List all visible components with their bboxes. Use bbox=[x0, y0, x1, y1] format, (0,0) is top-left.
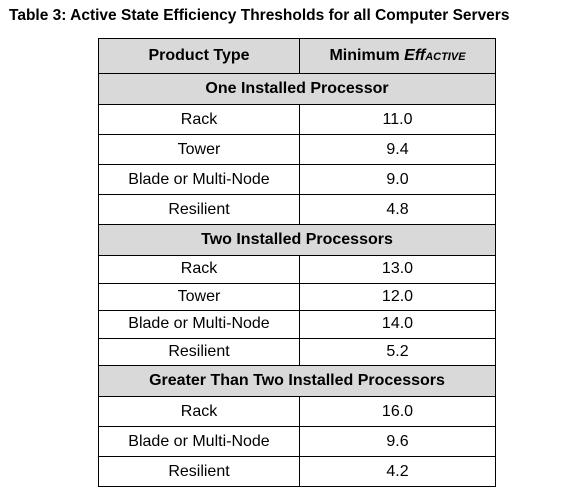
threshold-value-cell: 11.0 bbox=[299, 104, 496, 135]
table-row: Blade or Multi-Node 9.6 bbox=[98, 426, 496, 457]
efficiency-thresholds-table: Product Type Minimum EffACTIVE One Insta… bbox=[98, 38, 496, 487]
table-row: Resilient 4.2 bbox=[98, 456, 496, 487]
table-row: Rack 11.0 bbox=[98, 104, 496, 135]
section-row-two-processors: Two Installed Processors bbox=[98, 224, 496, 256]
section-title: Greater Than Two Installed Processors bbox=[98, 365, 496, 397]
table-row: Tower 9.4 bbox=[98, 134, 496, 165]
threshold-value-cell: 5.2 bbox=[299, 337, 496, 366]
threshold-value-cell: 14.0 bbox=[299, 310, 496, 339]
header-minimum-eff-active: Minimum EffACTIVE bbox=[299, 38, 496, 74]
table-row: Blade or Multi-Node 14.0 bbox=[98, 310, 496, 339]
threshold-value-cell: 9.4 bbox=[299, 134, 496, 165]
table-row: Resilient 5.2 bbox=[98, 337, 496, 366]
header-row: Product Type Minimum EffACTIVE bbox=[98, 38, 496, 74]
header-product-type: Product Type bbox=[98, 38, 300, 74]
table-row: Blade or Multi-Node 9.0 bbox=[98, 164, 496, 195]
threshold-value-cell: 9.0 bbox=[299, 164, 496, 195]
header-minimum-prefix: Minimum bbox=[329, 47, 405, 64]
product-type-cell: Resilient bbox=[98, 456, 300, 487]
product-type-cell: Resilient bbox=[98, 194, 300, 225]
product-type-cell: Blade or Multi-Node bbox=[98, 310, 300, 339]
header-active-subscript: ACTIVE bbox=[425, 51, 466, 63]
product-type-cell: Resilient bbox=[98, 337, 300, 366]
section-title: Two Installed Processors bbox=[98, 224, 496, 256]
table-row: Rack 13.0 bbox=[98, 255, 496, 284]
table-row: Rack 16.0 bbox=[98, 396, 496, 427]
product-type-cell: Rack bbox=[98, 255, 300, 284]
threshold-value-cell: 9.6 bbox=[299, 426, 496, 457]
threshold-value-cell: 12.0 bbox=[299, 282, 496, 311]
section-row-greater-than-two-processors: Greater Than Two Installed Processors bbox=[98, 365, 496, 397]
threshold-value-cell: 4.2 bbox=[299, 456, 496, 487]
header-eff: Eff bbox=[404, 47, 426, 64]
threshold-value-cell: 16.0 bbox=[299, 396, 496, 427]
section-title: One Installed Processor bbox=[98, 73, 496, 105]
product-type-cell: Blade or Multi-Node bbox=[98, 164, 300, 195]
table-row: Resilient 4.8 bbox=[98, 194, 496, 225]
product-type-cell: Tower bbox=[98, 282, 300, 311]
threshold-value-cell: 13.0 bbox=[299, 255, 496, 284]
table-row: Tower 12.0 bbox=[98, 282, 496, 311]
product-type-cell: Rack bbox=[98, 104, 300, 135]
section-row-one-processor: One Installed Processor bbox=[98, 73, 496, 105]
threshold-value-cell: 4.8 bbox=[299, 194, 496, 225]
product-type-cell: Rack bbox=[98, 396, 300, 427]
product-type-cell: Tower bbox=[98, 134, 300, 165]
table-caption: Table 3: Active State Efficiency Thresho… bbox=[9, 7, 510, 24]
product-type-cell: Blade or Multi-Node bbox=[98, 426, 300, 457]
